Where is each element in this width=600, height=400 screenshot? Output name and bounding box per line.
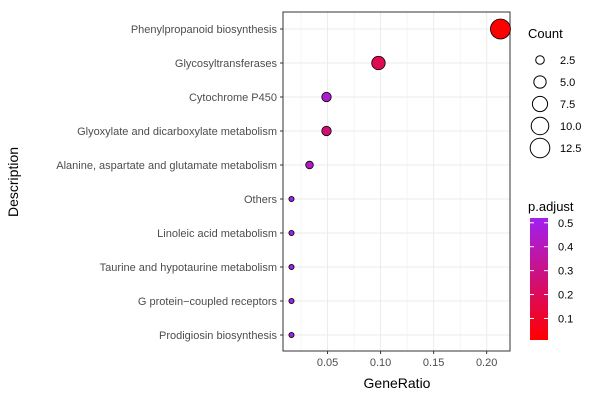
p-adjust-tick-label: 0.3 [558, 266, 573, 278]
panel-border [282, 11, 511, 352]
y-tick-label: Others [244, 194, 278, 206]
x-tick-label: 0.05 [317, 357, 338, 369]
data-point [371, 55, 386, 71]
data-point [321, 125, 332, 137]
data-point [288, 263, 295, 270]
x-axis-ticks: 0.05 0.10 0.15 0.20 [317, 351, 497, 369]
data-point [288, 229, 295, 236]
y-tick-label: Glyoxylate and dicarboxylate metabolism [77, 126, 277, 138]
y-axis-ticks: Phenylpropanoid biosynthesis Glycosyltran… [56, 24, 283, 342]
count-legend-key [531, 95, 549, 113]
p-adjust-tick-label: 0.4 [558, 242, 573, 254]
y-tick-label: Glycosyltransferases [175, 58, 278, 70]
count-legend-key [533, 75, 547, 89]
data-point [490, 18, 511, 40]
count-legend-label: 7.5 [560, 99, 575, 111]
p-adjust-legend-title: p.adjust [528, 199, 574, 214]
data-point [305, 160, 314, 170]
x-tick-label: 0.15 [423, 357, 444, 369]
p-adjust-tick-label: 0.1 [558, 313, 573, 325]
data-point [321, 91, 332, 103]
count-legend-key [529, 137, 551, 159]
y-tick-label: Phenylpropanoid biosynthesis [131, 24, 278, 36]
count-legend-label: 2.5 [560, 55, 575, 67]
y-axis-title: Description [5, 147, 21, 217]
data-points [288, 18, 511, 338]
p-adjust-legend: p.adjust 0.1 0.2 0.3 0.4 0.5 [528, 199, 574, 340]
count-legend-title: Count [528, 26, 563, 41]
count-legend-label: 10.0 [560, 121, 581, 133]
p-adjust-colorbar [530, 218, 548, 340]
plot-panel [282, 11, 511, 352]
data-point [288, 195, 295, 202]
panel-background [283, 12, 510, 351]
count-legend-label: 5.0 [560, 77, 575, 89]
x-tick-label: 0.20 [476, 357, 497, 369]
count-legend-key [535, 55, 545, 65]
y-tick-label: Cytochrome P450 [189, 92, 277, 104]
data-point [288, 297, 295, 304]
y-tick-label: Alanine, aspartate and glutamate metabol… [56, 160, 277, 172]
x-tick-label: 0.10 [370, 357, 391, 369]
p-adjust-tick-label: 0.5 [558, 218, 573, 230]
y-tick-label: G protein−coupled receptors [138, 296, 278, 308]
y-tick-label: Taurine and hypotaurine metabolism [100, 262, 277, 274]
data-point [288, 331, 295, 338]
count-legend-label: 12.5 [560, 143, 581, 155]
y-tick-label: Linoleic acid metabolism [157, 228, 277, 240]
x-axis-title: GeneRatio [364, 375, 431, 391]
count-legend: Count 2.5 5.0 7.5 10.0 12.5 [528, 26, 581, 159]
p-adjust-tick-label: 0.2 [558, 290, 573, 302]
y-tick-label: Prodigiosin biosynthesis [159, 330, 278, 342]
count-legend-key [530, 116, 550, 136]
